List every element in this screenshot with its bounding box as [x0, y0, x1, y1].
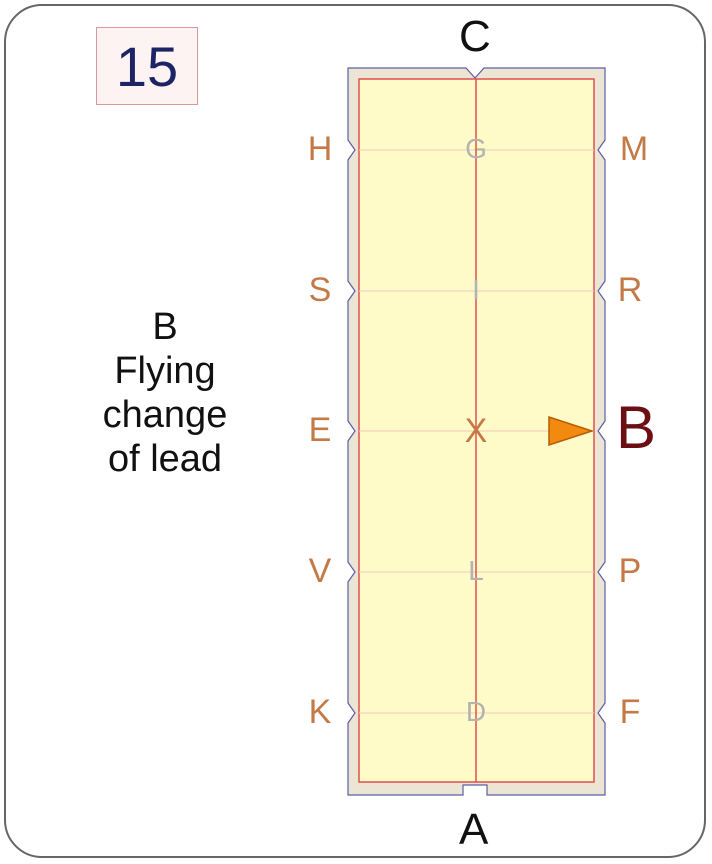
letter-k: K — [308, 693, 332, 731]
movement-line-1: Flying — [114, 350, 216, 392]
movement-line-3: of lead — [107, 438, 223, 480]
letter-m: M — [619, 130, 649, 168]
letter-h: H — [307, 130, 333, 168]
letter-d: D — [465, 696, 487, 727]
letter-b-highlighted: B — [616, 394, 657, 461]
letter-p: P — [618, 552, 642, 590]
movement-line-letter: B — [152, 306, 178, 348]
movement-description: B Flying change of lead — [60, 305, 270, 481]
letter-f: F — [619, 693, 641, 731]
movement-line-2: change — [102, 394, 228, 436]
letter-l: L — [468, 555, 484, 586]
letter-c: C — [459, 12, 491, 61]
letter-i: I — [472, 274, 480, 305]
position-marker — [548, 415, 595, 447]
letter-s: S — [308, 271, 332, 309]
letter-x: X — [464, 412, 488, 450]
letter-e: E — [308, 411, 332, 449]
letter-g: G — [465, 133, 487, 164]
movement-number: 15 — [96, 27, 198, 105]
letter-a: A — [459, 805, 489, 854]
letter-r: R — [617, 271, 643, 309]
letter-v: V — [308, 552, 332, 590]
